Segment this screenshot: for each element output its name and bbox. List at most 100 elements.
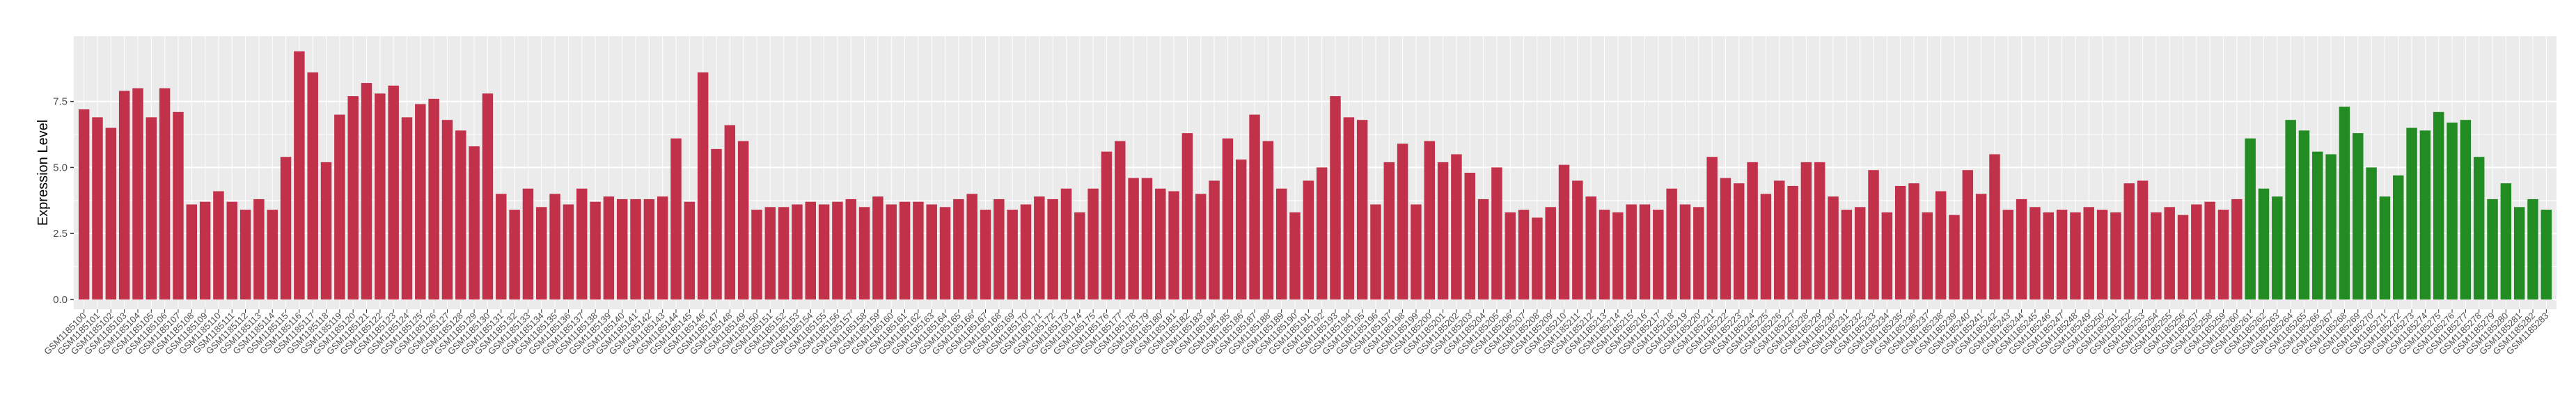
- bar: [1330, 96, 1341, 300]
- bar: [1975, 194, 1987, 300]
- bar: [1612, 212, 1624, 300]
- bar: [401, 117, 413, 300]
- bar: [1047, 199, 1058, 300]
- bar: [118, 91, 130, 300]
- bar: [78, 109, 90, 300]
- bar: [415, 104, 426, 300]
- bar: [375, 93, 386, 300]
- bar: [2043, 212, 2055, 300]
- bar: [199, 201, 211, 300]
- bar: [2433, 111, 2444, 300]
- bar: [2123, 183, 2135, 300]
- bar: [994, 199, 1005, 300]
- bar: [2204, 201, 2215, 300]
- bar: [92, 117, 103, 300]
- y-tick-label: 5.0: [53, 162, 68, 173]
- bar: [751, 210, 762, 300]
- bar: [2016, 199, 2027, 300]
- bar: [2110, 212, 2121, 300]
- bar: [980, 210, 991, 300]
- bar: [1693, 207, 1704, 300]
- bar: [563, 204, 574, 300]
- bar: [2419, 130, 2431, 300]
- y-tick-label: 7.5: [53, 96, 68, 108]
- bar: [428, 98, 439, 300]
- bar: [2379, 196, 2391, 300]
- bar: [899, 201, 911, 300]
- bar: [1289, 212, 1301, 300]
- bar: [1437, 162, 1449, 300]
- bar: [226, 201, 237, 300]
- bar: [1195, 194, 1207, 300]
- bar: [657, 196, 668, 300]
- bar: [1532, 217, 1543, 300]
- bar: [2366, 167, 2377, 300]
- bar: [1383, 162, 1395, 300]
- bar: [1841, 210, 1853, 300]
- bar: [2217, 210, 2229, 300]
- bar: [549, 194, 560, 300]
- bar: [2325, 154, 2337, 300]
- bar: [792, 204, 803, 300]
- bar: [1962, 170, 1974, 300]
- bar: [1249, 114, 1260, 300]
- bar: [388, 85, 399, 300]
- bar: [307, 72, 318, 300]
- bar: [146, 117, 157, 300]
- bar: [2002, 210, 2014, 300]
- bar: [724, 125, 736, 300]
- bar: [536, 207, 547, 300]
- bar: [684, 201, 696, 300]
- bar: [913, 201, 924, 300]
- bar: [347, 96, 359, 300]
- bar: [1464, 173, 1475, 300]
- bar: [1881, 212, 1893, 300]
- bar: [1411, 204, 1422, 300]
- bar: [1034, 196, 1045, 300]
- bar: [778, 207, 790, 300]
- bar: [1868, 170, 1879, 300]
- bar: [1626, 204, 1637, 300]
- bar: [2473, 157, 2485, 300]
- bar: [2056, 210, 2068, 300]
- bar: [1814, 162, 1825, 300]
- bar: [886, 204, 897, 300]
- bar: [2245, 138, 2256, 300]
- bar: [939, 207, 951, 300]
- bar: [1101, 151, 1113, 300]
- bar: [2137, 180, 2149, 300]
- bar: [1262, 141, 1274, 300]
- bar: [1397, 143, 1408, 300]
- bar: [1491, 167, 1502, 300]
- bar: [2393, 175, 2404, 300]
- bar: [1800, 162, 1812, 300]
- bar: [2460, 120, 2472, 300]
- bar: [1922, 212, 1933, 300]
- bar: [576, 188, 588, 300]
- bar: [1128, 178, 1139, 300]
- bar: [616, 199, 628, 300]
- bar: [294, 51, 305, 300]
- bar: [2339, 107, 2350, 300]
- bar: [1558, 164, 1570, 300]
- bar: [832, 201, 843, 300]
- bar: [2258, 188, 2270, 300]
- bar: [132, 88, 143, 300]
- bar: [1074, 212, 1085, 300]
- bar: [1935, 191, 1947, 300]
- bar: [711, 148, 722, 300]
- bar: [2029, 207, 2041, 300]
- bar: [1168, 191, 1179, 300]
- bar: [239, 210, 251, 300]
- bar: [2083, 207, 2094, 300]
- bar: [1720, 178, 1731, 300]
- bar: [1908, 183, 1919, 300]
- bar: [469, 146, 480, 300]
- bar: [1181, 133, 1193, 300]
- bar: [1599, 210, 1610, 300]
- bar: [320, 162, 332, 300]
- bar: [1787, 185, 1798, 300]
- bar: [1706, 157, 1718, 300]
- bar: [630, 199, 641, 300]
